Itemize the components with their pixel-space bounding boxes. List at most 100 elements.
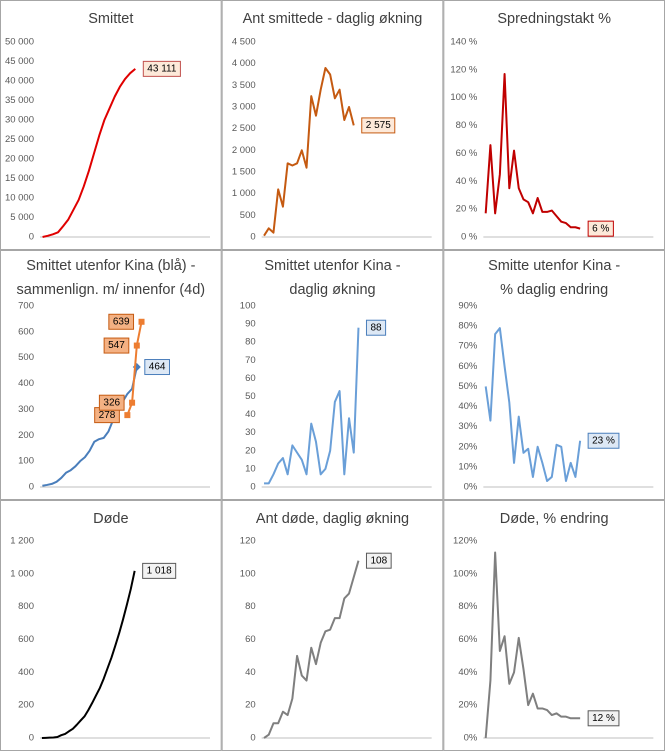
value-label-box [365, 319, 387, 336]
value-label: 12 % [592, 713, 615, 724]
panel [0, 250, 222, 500]
chart-title: Ant døde, daglig økning [256, 511, 409, 527]
value-label: 2 575 [366, 120, 391, 131]
y-tick-label: 120 [240, 536, 256, 547]
chart-title: Døde [93, 511, 128, 527]
y-tick-label: 500 [18, 352, 34, 363]
y-tick-label: 70 [245, 355, 256, 366]
y-tick-label: 80 % [456, 120, 478, 131]
y-tick-label: 140 % [450, 37, 477, 48]
y-tick-label: 20 % [456, 204, 478, 215]
y-tick-label: 1 000 [10, 568, 34, 579]
y-tick-label: 400 [18, 667, 34, 678]
y-tick-label: 120 % [450, 64, 477, 75]
value-label-box [361, 117, 396, 134]
y-tick-label: 80 [245, 601, 256, 612]
y-tick-label: 0 [29, 232, 34, 243]
y-tick-label: 0 [250, 733, 255, 744]
y-tick-label: 0 [29, 733, 34, 744]
y-tick-label: 2 500 [232, 123, 256, 134]
series-line [126, 321, 143, 416]
value-label: 464 [149, 362, 166, 373]
y-tick-label: 50 000 [5, 37, 34, 48]
y-tick-label: 600 [18, 634, 34, 645]
panel [221, 0, 444, 250]
y-tick-label: 30 [245, 427, 256, 438]
y-tick-label: 0 [250, 482, 255, 493]
chart-title: Smittet [88, 11, 133, 27]
y-tick-label: 40 000 [5, 76, 34, 87]
value-label: 43 111 [147, 64, 177, 75]
chart-title: Smitte utenfor Kina - [488, 258, 620, 274]
value-label: 108 [370, 555, 387, 566]
series-line [484, 73, 581, 230]
y-tick-label: 80% [458, 601, 478, 612]
value-label: 326 [103, 397, 120, 408]
y-tick-label: 40 % [456, 176, 478, 187]
value-label: 278 [99, 410, 116, 421]
y-tick-label: 3 000 [232, 102, 256, 113]
series-line [484, 551, 581, 739]
y-tick-label: 10 000 [5, 193, 34, 204]
y-tick-label: 600 [18, 326, 34, 337]
y-tick-label: 40 [245, 409, 256, 420]
y-tick-label: 700 [18, 301, 34, 312]
y-tick-label: 10 [245, 463, 256, 474]
y-tick-label: 80% [458, 321, 478, 332]
y-tick-label: 100 [240, 301, 256, 312]
value-label: 23 % [592, 435, 615, 446]
marker [129, 399, 136, 406]
chart-title: % daglig endring [500, 282, 608, 298]
y-tick-label: 70% [458, 341, 478, 352]
y-tick-label: 0% [464, 482, 478, 493]
value-label-box [103, 337, 130, 354]
y-tick-label: 1 500 [232, 167, 256, 178]
marker [133, 342, 140, 349]
y-tick-label: 30 000 [5, 115, 34, 126]
y-tick-label: 20% [458, 700, 478, 711]
value-label-box [142, 562, 177, 579]
y-tick-label: 90 [245, 319, 256, 330]
y-tick-label: 50% [458, 381, 478, 392]
series-line [484, 327, 582, 482]
y-tick-label: 120% [453, 536, 478, 547]
y-tick-label: 100 [18, 456, 34, 467]
y-tick-label: 4 000 [232, 58, 256, 69]
y-tick-label: 80 [245, 337, 256, 348]
y-tick-label: 100 % [450, 92, 477, 103]
y-tick-label: 30% [458, 421, 478, 432]
y-tick-label: 0% [464, 733, 478, 744]
y-tick-label: 5 000 [10, 212, 34, 223]
y-tick-label: 0 [29, 482, 34, 493]
y-tick-label: 200 [18, 700, 34, 711]
y-tick-label: 60% [458, 634, 478, 645]
y-tick-label: 1 200 [10, 536, 34, 547]
y-tick-label: 35 000 [5, 95, 34, 106]
y-tick-label: 0 [250, 232, 255, 243]
chart-title: sammenlign. m/ innenfor (4d) [17, 282, 206, 298]
panel [0, 0, 222, 250]
panel [0, 500, 222, 751]
chart-title: Spredningstakt % [497, 11, 611, 27]
panel [221, 250, 444, 500]
marker [124, 412, 131, 419]
chart-title: Smittet utenfor Kina (blå) - [26, 258, 195, 274]
series-line [42, 68, 136, 238]
value-label: 639 [113, 316, 130, 327]
series-line [264, 327, 360, 485]
y-tick-label: 800 [18, 601, 34, 612]
value-label-box [142, 60, 181, 77]
y-tick-label: 60 % [456, 148, 478, 159]
panel [221, 500, 444, 751]
y-tick-label: 50 [245, 391, 256, 402]
y-tick-label: 15 000 [5, 173, 34, 184]
y-tick-label: 100 [240, 568, 256, 579]
y-tick-label: 45 000 [5, 56, 34, 67]
y-tick-label: 20 [245, 445, 256, 456]
value-label: 88 [370, 322, 382, 333]
y-tick-label: 1 000 [232, 188, 256, 199]
value-label: 6 % [592, 223, 609, 234]
series-line [42, 366, 138, 487]
y-tick-label: 0 % [461, 232, 478, 243]
y-tick-label: 20 [245, 700, 256, 711]
